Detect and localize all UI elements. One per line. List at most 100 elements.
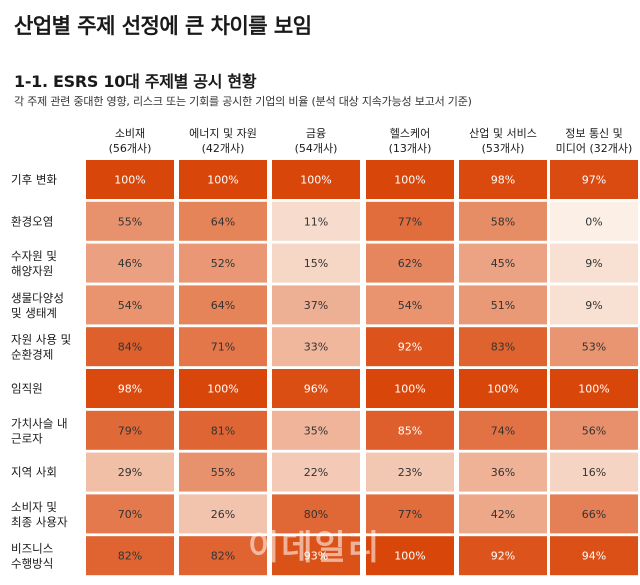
- heatmap-cell: [366, 452, 454, 492]
- cell-value-label: 64%: [211, 215, 235, 228]
- heatmap-cell: [459, 494, 547, 534]
- heatmap-cell: [272, 285, 360, 325]
- cell-value-label: 35%: [304, 424, 328, 437]
- heatmap-cell: [179, 452, 267, 492]
- row-header-line: 비즈니스: [11, 542, 53, 556]
- cell-value-label: 82%: [211, 550, 235, 563]
- cell-value-label: 84%: [118, 341, 142, 354]
- heatmap-cell: [550, 494, 638, 534]
- cell-value-label: 77%: [398, 215, 422, 228]
- cell-value-label: 92%: [491, 550, 515, 563]
- heatmap-cell: [459, 327, 547, 367]
- heatmap-cell: [86, 494, 174, 534]
- cell-value-label: 16%: [582, 466, 606, 479]
- cell-value-label: 53%: [582, 341, 606, 354]
- heatmap-cell: [272, 160, 360, 199]
- column-header-line: 헬스케어: [390, 127, 430, 140]
- cell-value-label: 100%: [394, 550, 425, 563]
- row-header-line: 수행방식: [11, 557, 53, 571]
- column-header-line: 미디어 (32개사): [556, 142, 633, 155]
- heatmap-cell: [272, 452, 360, 492]
- heatmap-cell: [272, 410, 360, 450]
- heatmap-cell: [366, 536, 454, 576]
- heatmap-cell: [459, 410, 547, 450]
- cell-value-label: 58%: [491, 215, 515, 228]
- heatmap-cell: [550, 536, 638, 576]
- row-header: 지역 사회: [11, 465, 57, 479]
- row-header: 소비자 및 최종 사용자: [11, 500, 68, 529]
- heatmap-cell: [179, 410, 267, 450]
- row-header: 비즈니스 수행방식: [11, 542, 53, 571]
- cell-value-label: 54%: [118, 299, 142, 312]
- column-header: 정보 통신 및 미디어 (32개사): [556, 127, 633, 155]
- row-header-line: 및 생태계: [11, 306, 57, 320]
- row-header-line: 근로자: [11, 431, 43, 445]
- column-header: 금융 (54개사): [295, 127, 338, 155]
- column-header-line: (13개사): [389, 142, 432, 155]
- heatmap-cell: [550, 243, 638, 283]
- heatmap-cell: [366, 285, 454, 325]
- cell-value-label: 9%: [585, 257, 602, 270]
- cell-value-label: 42%: [491, 508, 515, 521]
- cell-value-label: 9%: [585, 299, 602, 312]
- heatmap-cell: [272, 201, 360, 241]
- cell-value-label: 96%: [304, 383, 328, 396]
- heatmap-cell: [366, 160, 454, 199]
- heatmap-cell: [179, 536, 267, 576]
- heatmap-cell: [366, 201, 454, 241]
- heatmap-cell: [179, 327, 267, 367]
- heatmap-cell: [459, 369, 547, 408]
- cell-value-label: 62%: [398, 257, 422, 270]
- row-header: 자원 사용 및 순환경제: [11, 333, 71, 362]
- cell-value-label: 82%: [118, 550, 142, 563]
- cell-value-label: 80%: [304, 508, 328, 521]
- cell-value-label: 64%: [211, 299, 235, 312]
- heatmap-cell: [272, 327, 360, 367]
- cell-value-label: 98%: [118, 383, 142, 396]
- cell-value-label: 83%: [491, 341, 515, 354]
- row-header: 환경오염: [11, 214, 53, 228]
- cell-value-label: 92%: [398, 341, 422, 354]
- column-header: 헬스케어 (13개사): [389, 127, 432, 155]
- row-header-line: 임직원: [11, 382, 43, 396]
- heatmap-cell: [86, 369, 174, 408]
- heatmap-cell: [550, 452, 638, 492]
- row-header-line: 가치사슬 내: [11, 416, 68, 430]
- cell-value-label: 0%: [585, 215, 602, 228]
- heatmap-cell: [459, 536, 547, 576]
- row-header-line: 수자원 및: [11, 249, 57, 263]
- heatmap-cell: [179, 369, 267, 408]
- column-header-line: (42개사): [202, 142, 245, 155]
- heatmap-cell: [86, 243, 174, 283]
- row-header: 수자원 및 해양자원: [11, 249, 57, 278]
- heatmap-cell: [459, 285, 547, 325]
- column-header-line: (53개사): [482, 142, 525, 155]
- heatmap-cell: [366, 494, 454, 534]
- heatmap-cell: [550, 160, 638, 199]
- heatmap-cell: [459, 452, 547, 492]
- row-header-line: 최종 사용자: [11, 515, 68, 529]
- cell-value-label: 56%: [582, 424, 606, 437]
- heatmap-cell: [272, 369, 360, 408]
- column-header-line: 산업 및 서비스: [469, 127, 537, 140]
- heatmap-cell: [459, 160, 547, 199]
- cell-value-label: 100%: [207, 383, 238, 396]
- chart-title: 1-1. ESRS 10대 주제별 공시 현황: [14, 72, 257, 91]
- row-header-line: 소비자 및: [11, 500, 57, 514]
- heatmap-cell: [366, 243, 454, 283]
- cell-value-label: 46%: [118, 257, 142, 270]
- heatmap-cell: [366, 327, 454, 367]
- row-header: 기후 변화: [11, 173, 57, 187]
- cell-value-label: 52%: [211, 257, 235, 270]
- cell-value-label: 15%: [304, 257, 328, 270]
- row-header-line: 생물다양성: [11, 291, 64, 305]
- cell-value-label: 85%: [398, 424, 422, 437]
- column-header: 에너지 및 자원 (42개사): [189, 127, 257, 155]
- heatmap-cell: [179, 285, 267, 325]
- column-header-line: 에너지 및 자원: [189, 127, 257, 140]
- heatmap-cell: [179, 201, 267, 241]
- heatmap-cell: [179, 494, 267, 534]
- row-header-line: 환경오염: [11, 214, 53, 228]
- heatmap-cell: [459, 201, 547, 241]
